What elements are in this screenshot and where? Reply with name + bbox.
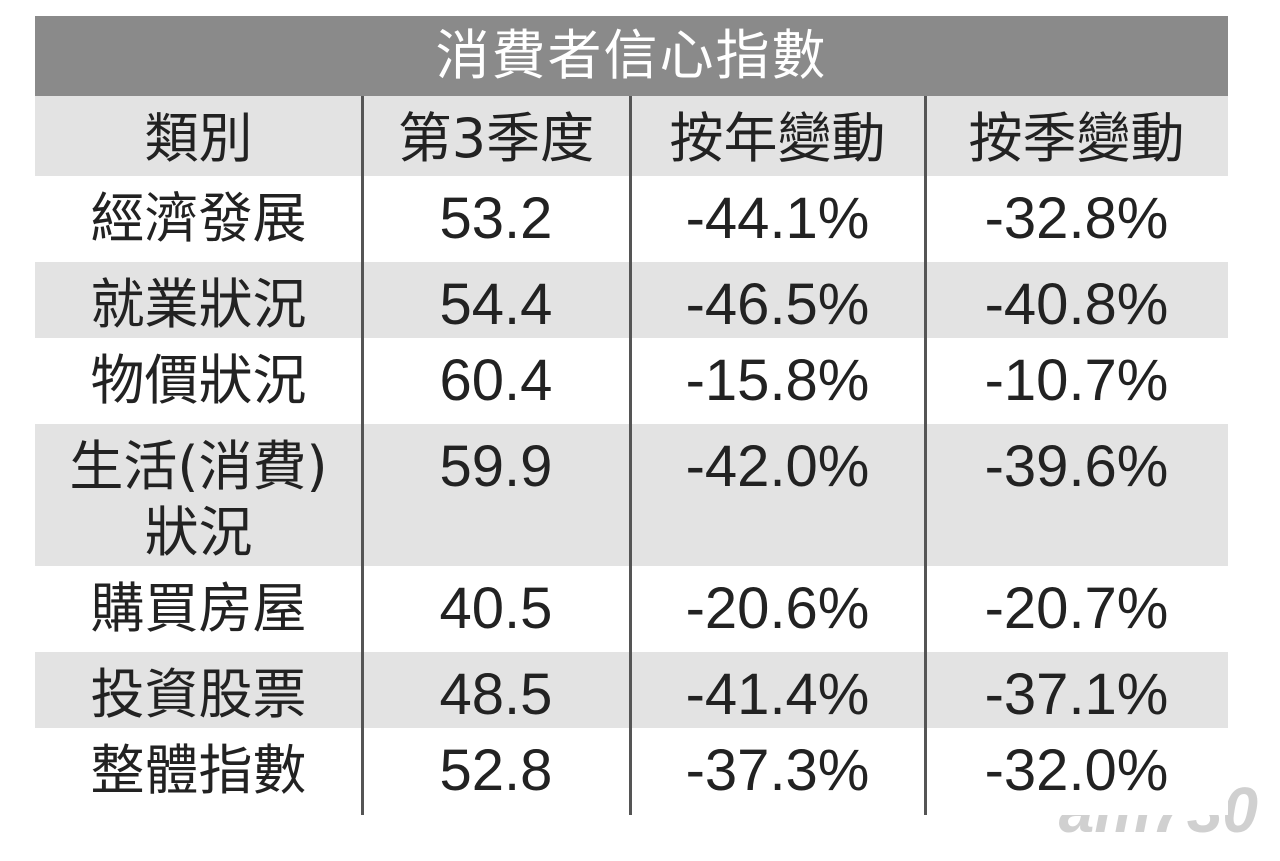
table-cell: -37.3%: [685, 738, 870, 803]
table-cell: 購買房屋: [90, 577, 307, 640]
table-cell: -10.7%: [984, 348, 1169, 413]
table-cell: -32.0%: [984, 738, 1169, 803]
table-row: 經濟發展 53.2 -44.1% -32.8%: [35, 176, 1228, 262]
table-cell: 物價狀況: [90, 349, 307, 412]
table-cell: -20.7%: [984, 576, 1169, 641]
column-divider: [629, 96, 632, 815]
table-cell: -44.1%: [685, 186, 870, 251]
table-cell: 按年變動: [669, 107, 886, 170]
table-cell: 投資股票: [90, 663, 307, 726]
table-cell: 經濟發展: [90, 187, 307, 250]
table-cell: 類別: [144, 107, 253, 170]
table-cell: 48.5: [439, 662, 553, 727]
table-cell: 就業狀況: [90, 273, 307, 336]
table-title: 消費者信心指數: [35, 16, 1228, 96]
column-divider: [361, 96, 364, 815]
table-cell: -46.5%: [685, 272, 870, 337]
table-cell: -37.1%: [984, 662, 1169, 727]
table-cell: 第3季度: [397, 107, 595, 170]
table-cell: 按季變動: [968, 107, 1185, 170]
table-cell: -42.0%: [685, 434, 870, 499]
table-cell: 53.2: [439, 186, 553, 251]
table-cell: -20.6%: [685, 576, 870, 641]
table-cell: 52.8: [439, 738, 553, 803]
table-cell: -40.8%: [984, 272, 1169, 337]
table-cell: -15.8%: [685, 348, 870, 413]
table-cell: 40.5: [439, 576, 553, 641]
table-cell: -41.4%: [685, 662, 870, 727]
table-cell: -32.8%: [984, 186, 1169, 251]
table-cell: 60.4: [439, 348, 553, 413]
table-cell: 生活(消費)狀況: [69, 435, 328, 564]
table-cell: 整體指數: [90, 739, 307, 802]
table-cell: 59.9: [439, 434, 553, 499]
table-cell: 54.4: [439, 272, 553, 337]
table-cell: -39.6%: [984, 434, 1169, 499]
column-divider: [924, 96, 927, 815]
